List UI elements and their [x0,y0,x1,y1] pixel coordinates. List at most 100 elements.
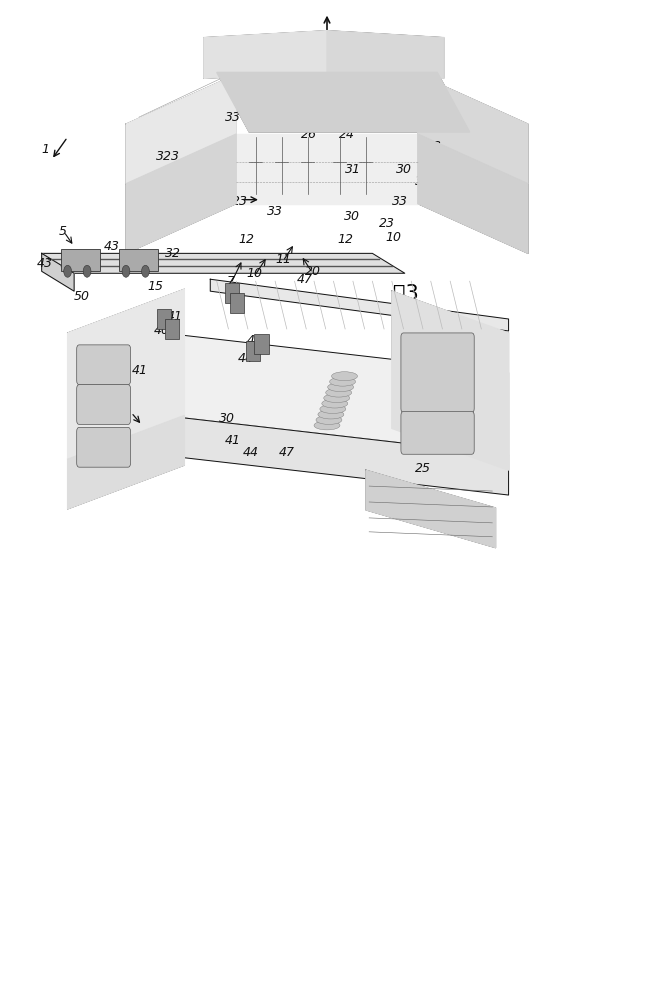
Polygon shape [211,279,509,331]
Text: 31: 31 [345,163,361,176]
Ellipse shape [328,383,354,392]
Text: 图3: 图3 [393,284,419,304]
Circle shape [63,265,71,277]
Circle shape [141,265,149,277]
Text: 30: 30 [343,210,360,223]
Text: 25: 25 [350,86,366,99]
Polygon shape [145,413,509,495]
Text: 7: 7 [227,275,235,288]
Polygon shape [327,31,443,78]
Text: 47: 47 [279,446,295,459]
Text: 44: 44 [243,446,258,459]
Text: 26: 26 [301,128,317,141]
Text: 40: 40 [154,324,169,337]
Text: 41: 41 [167,310,182,323]
FancyBboxPatch shape [77,385,131,424]
Polygon shape [67,289,184,459]
Text: 30: 30 [78,372,94,385]
Text: 23: 23 [232,195,247,208]
Text: 21: 21 [201,150,217,163]
Text: 50: 50 [74,290,90,303]
Ellipse shape [322,399,348,408]
Text: 24: 24 [339,128,354,141]
Text: (ZZ'): (ZZ') [373,41,404,54]
Bar [120,249,158,271]
Text: 30: 30 [396,163,411,176]
Text: 44: 44 [238,352,254,365]
Text: 15: 15 [147,280,163,293]
Ellipse shape [330,377,356,386]
Text: 图4: 图4 [269,33,294,53]
Text: 1: 1 [41,143,49,156]
Polygon shape [418,134,528,253]
Ellipse shape [332,372,358,381]
Text: 10: 10 [385,231,401,244]
FancyBboxPatch shape [401,411,474,454]
Polygon shape [126,134,236,253]
Polygon shape [392,291,509,470]
Text: 10: 10 [247,267,262,280]
Text: 41: 41 [247,334,262,347]
Polygon shape [42,253,74,291]
Text: 323: 323 [104,412,128,425]
FancyBboxPatch shape [77,427,131,467]
Bar [165,319,179,339]
Polygon shape [236,134,418,204]
Bar [224,283,239,303]
Text: 41: 41 [132,364,148,377]
Text: 30: 30 [251,41,267,54]
Text: 43: 43 [37,257,53,270]
Text: 33: 33 [225,111,241,124]
Text: 33: 33 [413,56,429,69]
Text: 33: 33 [392,195,407,208]
Text: 33: 33 [267,205,283,218]
Text: 21: 21 [426,434,442,447]
Polygon shape [145,331,509,455]
Ellipse shape [318,410,344,419]
Text: 30: 30 [415,175,431,188]
Text: 31: 31 [207,160,224,173]
Ellipse shape [316,415,342,424]
Text: 22: 22 [318,98,334,111]
Text: 43: 43 [104,240,120,253]
Polygon shape [42,253,405,273]
Text: 32: 32 [165,247,181,260]
Text: 20: 20 [305,265,320,278]
Ellipse shape [326,388,352,397]
Text: 41: 41 [225,434,241,447]
Bar [254,334,269,354]
Text: 24: 24 [423,412,439,425]
Text: 22: 22 [422,400,438,413]
Ellipse shape [314,421,340,430]
Text: 123: 123 [417,140,441,153]
Ellipse shape [320,405,346,413]
Polygon shape [366,470,496,548]
Text: 11: 11 [275,253,291,266]
Polygon shape [126,74,236,184]
Polygon shape [216,72,470,132]
Bar [157,309,171,329]
Text: 26: 26 [424,422,441,435]
Circle shape [83,265,91,277]
Text: 12: 12 [337,233,353,246]
Text: 31: 31 [111,387,128,400]
FancyBboxPatch shape [401,333,474,412]
Text: 30: 30 [218,412,235,425]
Polygon shape [204,31,327,78]
Text: 12: 12 [238,233,254,246]
Ellipse shape [324,394,350,403]
Text: 30: 30 [184,185,200,198]
Bar [61,249,100,271]
Bar [230,293,244,313]
Text: 323: 323 [156,150,180,163]
Polygon shape [67,415,184,509]
Text: 223: 223 [309,34,332,47]
Text: 26: 26 [294,98,311,111]
Text: 23: 23 [379,217,394,230]
Text: 33: 33 [158,316,174,329]
FancyBboxPatch shape [77,345,131,385]
Text: 47: 47 [296,273,313,286]
Bar [246,341,260,361]
Text: 5: 5 [58,225,67,238]
Polygon shape [418,74,528,184]
